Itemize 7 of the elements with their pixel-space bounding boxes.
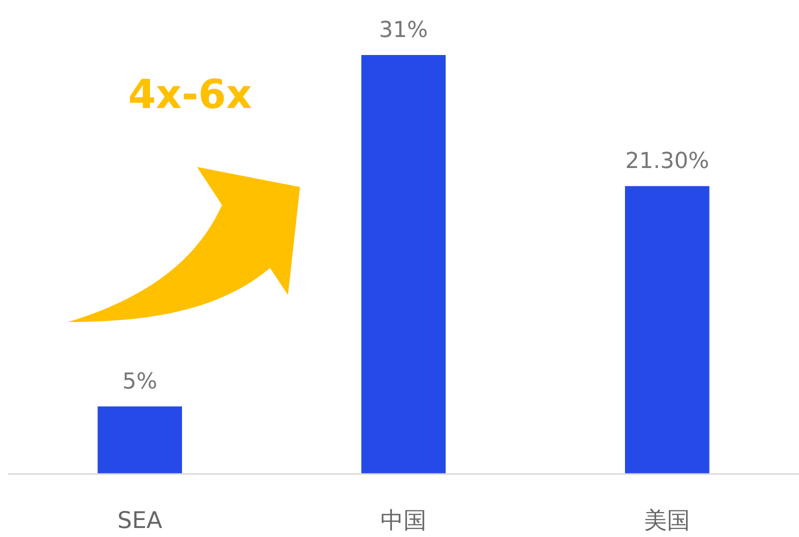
x-tick-label: SEA: [117, 508, 163, 534]
data-label: 5%: [122, 369, 158, 394]
annotation: 4x-6x: [128, 72, 252, 118]
data-label: 31%: [379, 18, 428, 43]
x-tick-label: 美国: [644, 508, 690, 534]
data-label: 21.30%: [625, 149, 710, 174]
x-tick-label: 中国: [380, 508, 426, 534]
